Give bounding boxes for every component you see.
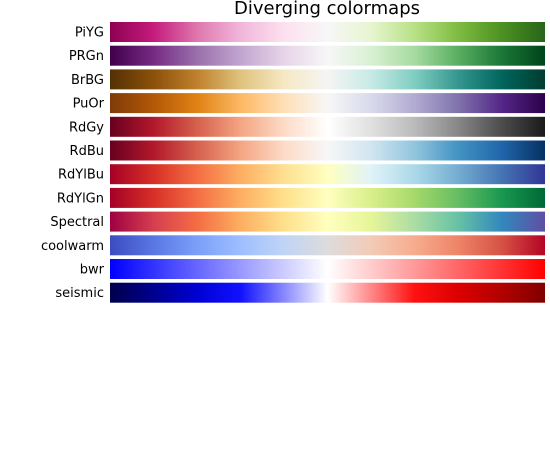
colormap-label-rdylgn: RdYlGn bbox=[57, 191, 104, 206]
colormap-bar-puor bbox=[110, 93, 545, 114]
colormap-bar-rdylbu bbox=[110, 164, 545, 185]
colormap-bar-seismic bbox=[110, 282, 545, 303]
colormap-label-puor: PuOr bbox=[73, 97, 105, 112]
colormap-bar-rdylgn bbox=[110, 187, 545, 208]
colormap-bar-spectral bbox=[110, 211, 545, 232]
colormap-label-rdgy: RdGy bbox=[69, 120, 104, 135]
colormap-label-piyg: PiYG bbox=[75, 26, 104, 41]
colormap-label-seismic: seismic bbox=[55, 286, 104, 301]
colormap-bar-coolwarm bbox=[110, 235, 545, 256]
colormap-label-prgn: PRGn bbox=[69, 49, 104, 64]
chart-title: Diverging colormaps bbox=[234, 0, 420, 19]
colormap-label-bwr: bwr bbox=[80, 263, 105, 278]
colormap-bar-prgn bbox=[110, 45, 545, 66]
colormap-label-spectral: Spectral bbox=[50, 215, 104, 230]
colormap-label-coolwarm: coolwarm bbox=[41, 239, 104, 254]
colormap-bar-piyg bbox=[110, 22, 545, 42]
colormap-rows: PiYG PRGn BrBG PuOr RdGy RdBu RdYlBu RdYlGn Spec… bbox=[41, 22, 545, 303]
colormap-bar-bwr bbox=[110, 259, 545, 279]
colormap-label-rdylbu: RdYlBu bbox=[58, 168, 104, 183]
colormap-label-rdbu: RdBu bbox=[70, 144, 104, 159]
colormap-bar-rdgy bbox=[110, 116, 545, 137]
colormap-bar-brbg bbox=[110, 69, 545, 90]
colormap-label-brbg: BrBG bbox=[71, 73, 104, 88]
colormap-bar-rdbu bbox=[110, 140, 545, 161]
